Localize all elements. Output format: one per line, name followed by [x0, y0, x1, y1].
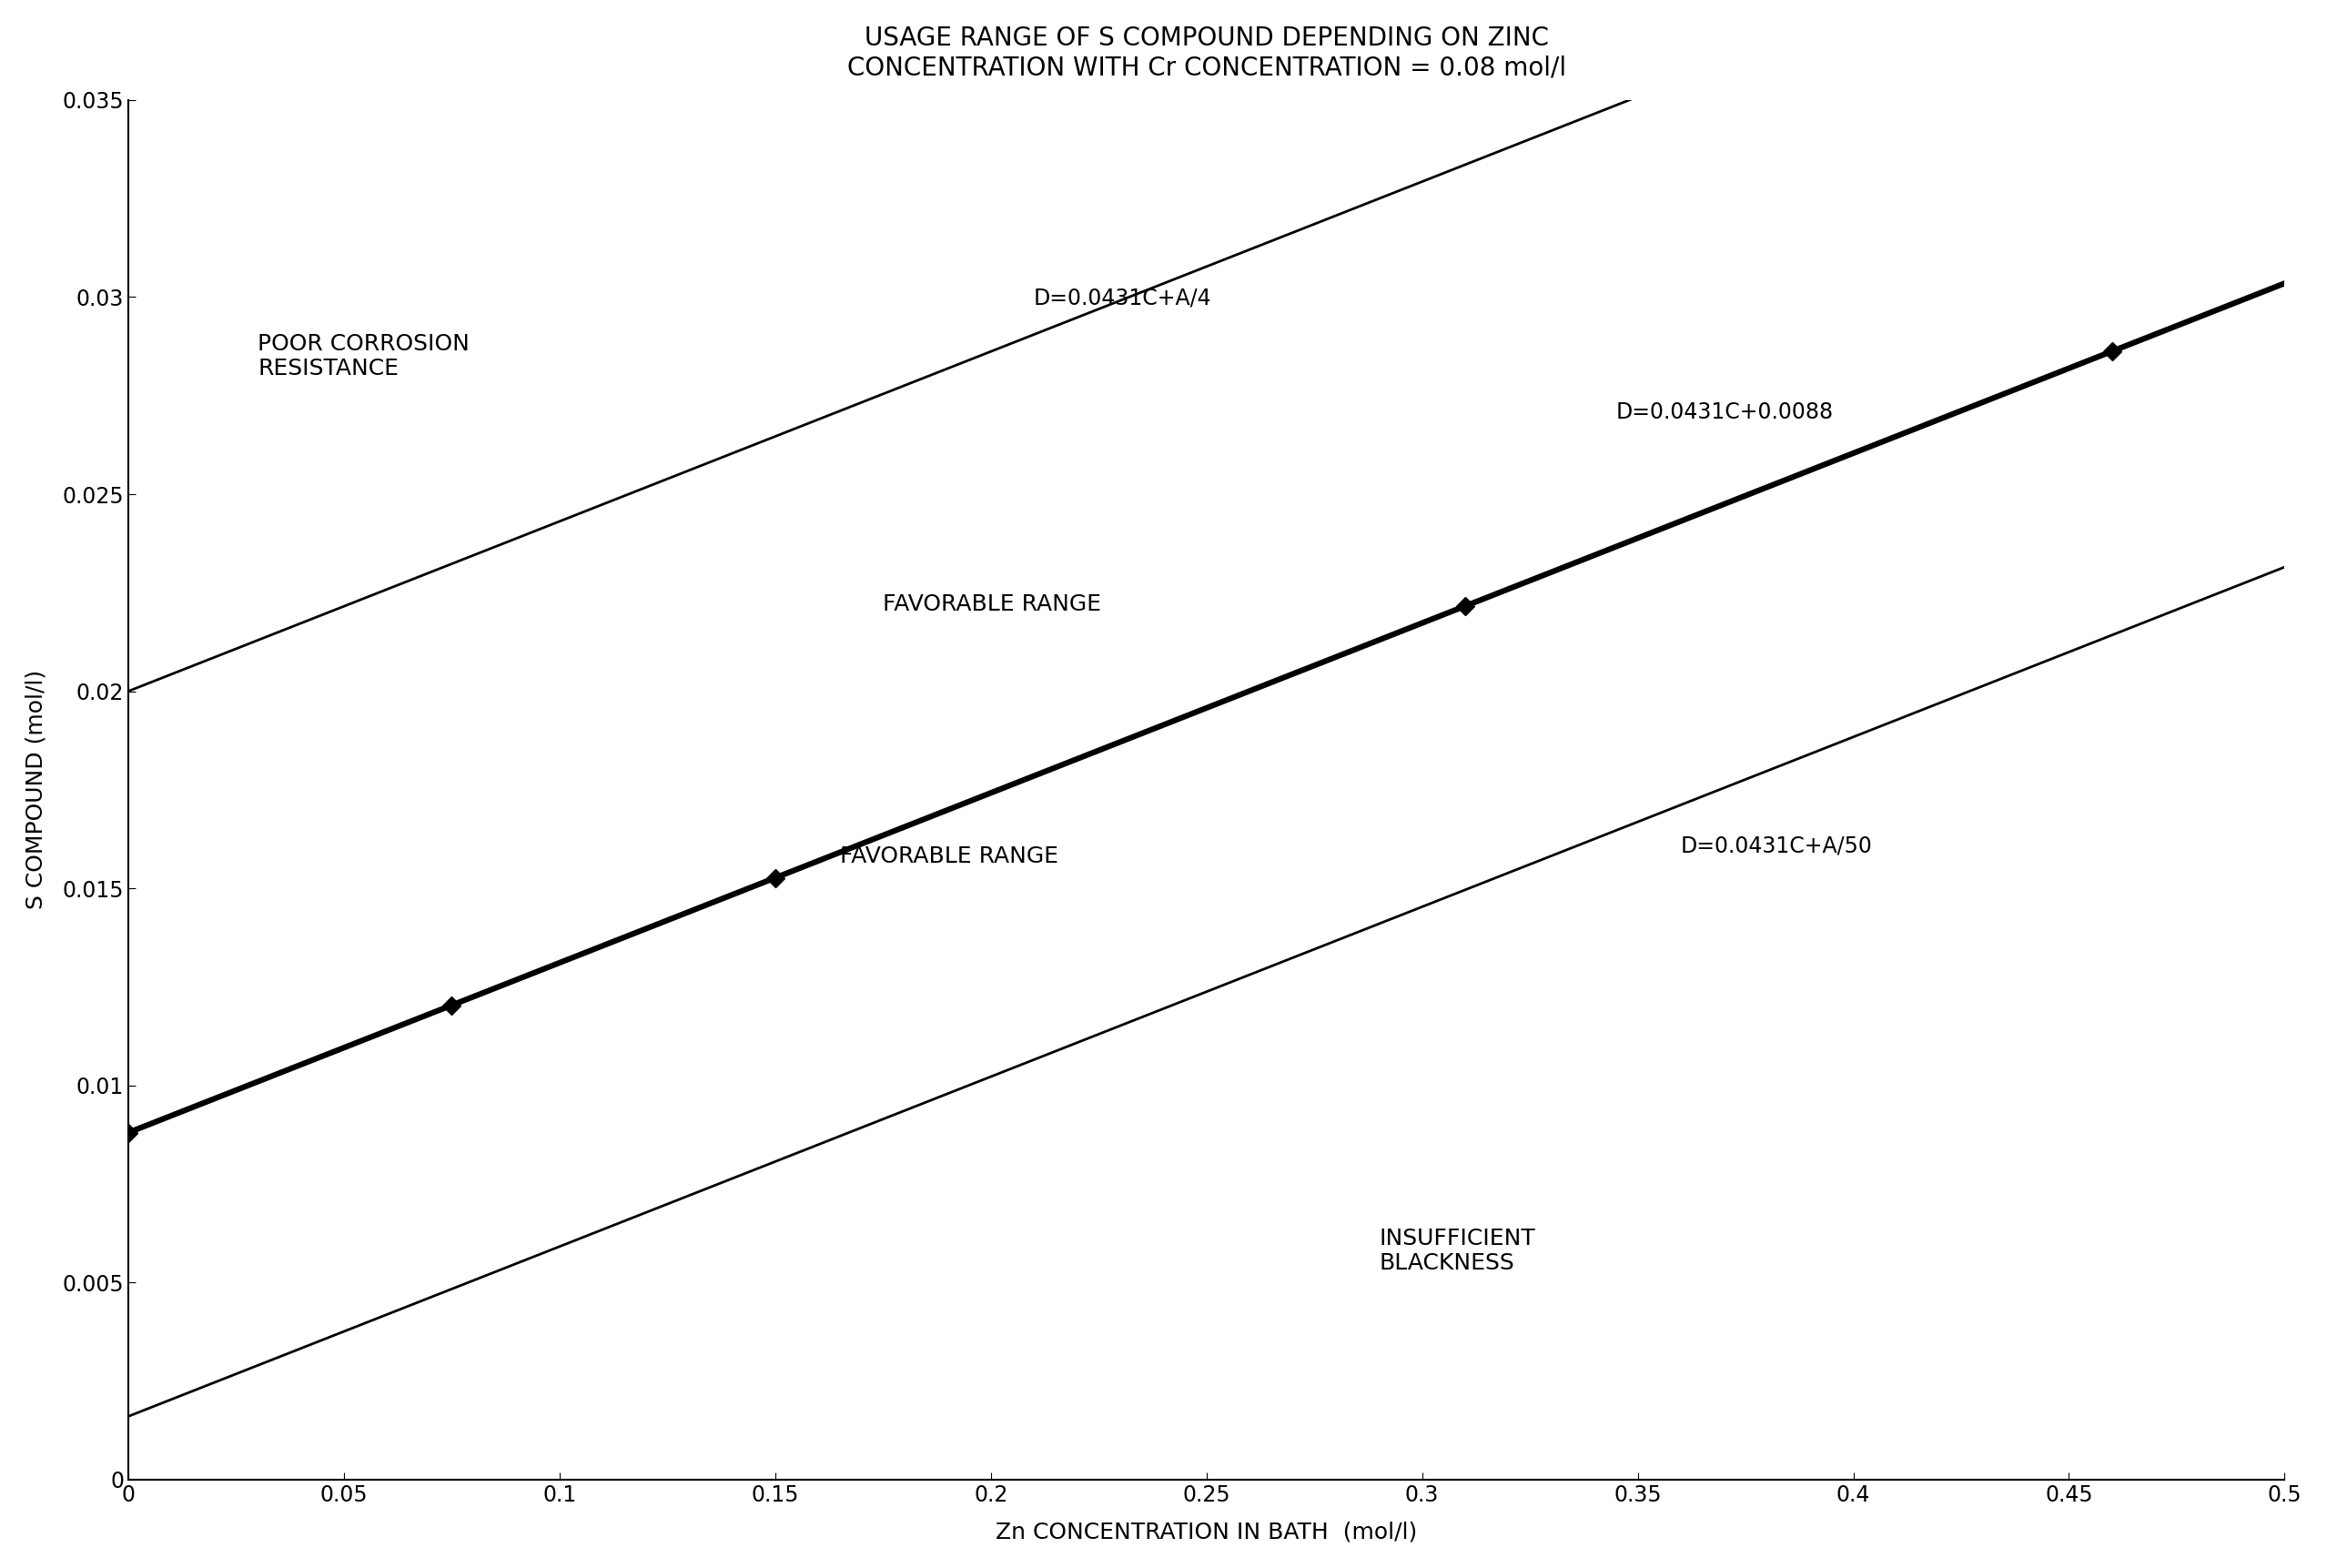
Text: D=0.0431C+A/4: D=0.0431C+A/4 — [1033, 287, 1212, 309]
Text: INSUFFICIENT
BLACKNESS: INSUFFICIENT BLACKNESS — [1380, 1228, 1536, 1275]
Title: USAGE RANGE OF S COMPOUND DEPENDING ON ZINC
CONCENTRATION WITH Cr CONCENTRATION : USAGE RANGE OF S COMPOUND DEPENDING ON Z… — [847, 25, 1566, 80]
Text: D=0.0431C+A/50: D=0.0431C+A/50 — [1680, 834, 1873, 856]
Text: FAVORABLE RANGE: FAVORABLE RANGE — [840, 845, 1059, 867]
Text: FAVORABLE RANGE: FAVORABLE RANGE — [882, 594, 1101, 616]
Text: D=0.0431C+0.0088: D=0.0431C+0.0088 — [1617, 401, 1834, 423]
Text: POOR CORROSION
RESISTANCE: POOR CORROSION RESISTANCE — [258, 332, 470, 379]
Y-axis label: S COMPOUND (mol/l): S COMPOUND (mol/l) — [26, 670, 47, 909]
X-axis label: Zn CONCENTRATION IN BATH  (mol/l): Zn CONCENTRATION IN BATH (mol/l) — [996, 1521, 1417, 1543]
